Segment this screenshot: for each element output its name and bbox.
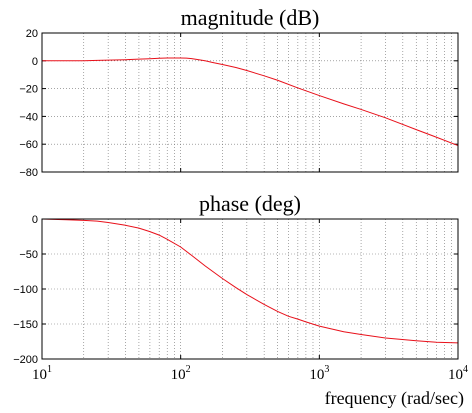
phase-y-tick-label: −150 [13, 319, 38, 331]
phase-x-tick-labels: 101 102 103 104 [32, 364, 468, 383]
phase-y-tick-label: −200 [13, 354, 38, 366]
phase-y-tick-label: 0 [32, 214, 38, 226]
phase-frame [41, 218, 459, 360]
magnitude-vertical-grid [83, 33, 452, 172]
magnitude-y-tick-label: 0 [32, 56, 38, 68]
phase-title: phase (deg) [199, 191, 301, 216]
x-tick-label: 102 [171, 364, 191, 383]
magnitude-y-tick-label: −20 [19, 84, 38, 96]
x-tick-label: 104 [448, 364, 468, 383]
phase-panel: 0 −50 −100 −150 −200 101 102 103 104 phase (deg… [13, 191, 468, 409]
x-tick-label: 103 [309, 364, 329, 383]
magnitude-frame [41, 32, 459, 173]
magnitude-y-tick-label: −60 [19, 139, 38, 151]
phase-curve [41, 218, 459, 344]
magnitude-y-tick-labels: 20 0 −20 −40 −60 −80 [19, 28, 458, 179]
magnitude-y-tick-label: −40 [19, 111, 38, 123]
x-tick-label: 101 [32, 364, 52, 383]
phase-y-tick-label: −50 [19, 249, 38, 261]
magnitude-y-tick-label: 20 [26, 28, 38, 40]
magnitude-plot-area [42, 33, 458, 172]
magnitude-title: magnitude (dB) [181, 5, 320, 30]
magnitude-curve [42, 57, 459, 147]
magnitude-y-tick-label: −80 [19, 167, 38, 179]
magnitude-panel: 20 0 −20 −40 −60 −80 magnitude (dB) [19, 5, 459, 179]
x-axis-label: frequency (rad/sec) [325, 388, 464, 409]
phase-y-tick-labels: 0 −50 −100 −150 −200 [13, 214, 458, 366]
phase-y-tick-label: −100 [13, 284, 38, 296]
